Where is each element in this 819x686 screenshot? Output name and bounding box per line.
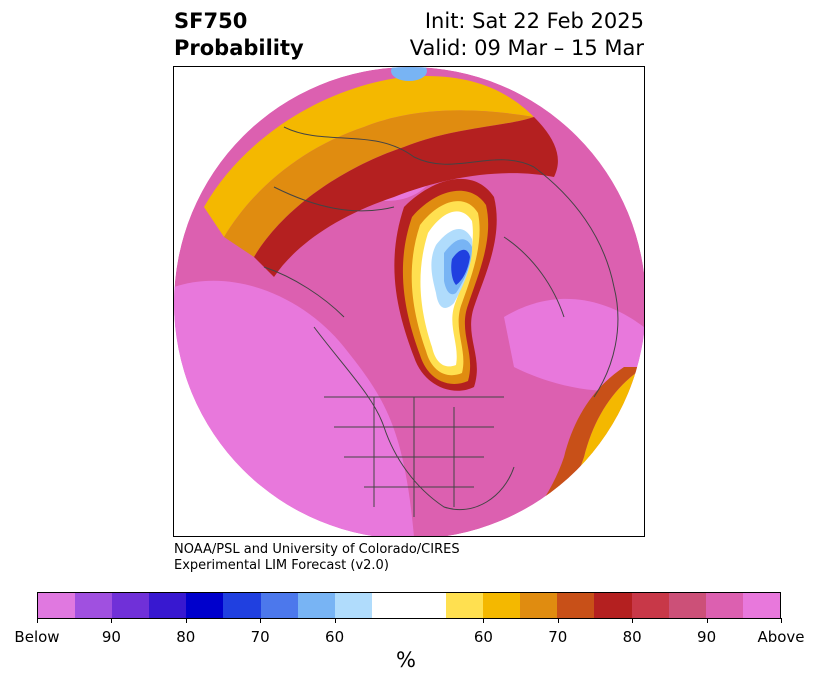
colorbar-tick-label: 60 — [325, 628, 345, 646]
colorbar-tick-mark — [483, 618, 485, 623]
colorbar-tick-mark — [260, 618, 262, 623]
colorbar-segment — [557, 593, 595, 618]
top-blue-spot — [391, 67, 427, 81]
colorbar-tick-mark — [557, 618, 559, 623]
arctic-dark-blue-core — [451, 249, 470, 285]
colorbar-segment — [223, 593, 261, 618]
colorbar-tick-mark — [706, 618, 708, 623]
product-name: Probability — [174, 36, 304, 60]
colorbar-segment — [75, 593, 113, 618]
colorbar-tick-label: 80 — [622, 628, 642, 646]
colorbar-tick-label: 80 — [176, 628, 196, 646]
colorbar-tick-mark — [334, 618, 336, 623]
colorbar-tick-mark — [37, 618, 38, 623]
colorbar-tick-mark — [632, 618, 634, 623]
colorbar-segment — [705, 593, 743, 618]
colorbar-segment — [520, 593, 558, 618]
map-panel — [173, 66, 645, 537]
colorbar-segment — [446, 593, 484, 618]
atlantic-orange-band — [514, 367, 644, 536]
colorbar-segment — [742, 593, 780, 618]
colorbar-segment — [334, 593, 372, 618]
colorbar-segment — [112, 593, 150, 618]
eastasia-red-band — [254, 117, 558, 277]
eastasia-orange-band — [224, 110, 534, 257]
colorbar-unit-label: % — [396, 648, 416, 672]
init-date: Init: Sat 22 Feb 2025 — [424, 9, 644, 33]
colorbar-segment — [668, 593, 706, 618]
probability-map — [174, 67, 644, 536]
colorbar-segment — [594, 593, 632, 618]
colorbar-segment — [297, 593, 335, 618]
colorbar-tick-label: 90 — [697, 628, 717, 646]
colorbar-tick-mark — [781, 618, 782, 623]
chart-title-right: Init: Sat 22 Feb 2025 Valid: 09 Mar – 15… — [410, 8, 644, 62]
colorbar-tick-label: 70 — [548, 628, 568, 646]
eastasia-gold-band — [204, 76, 534, 238]
colorbar-segment — [260, 593, 298, 618]
colorbar-tick-label: 70 — [250, 628, 270, 646]
chart-title-left: SF750 Probability — [174, 8, 304, 62]
credit-line-1: NOAA/PSL and University of Colorado/CIRE… — [174, 542, 460, 557]
colorbar-tick-label: Below — [14, 628, 60, 646]
credit-line-2: Experimental LIM Forecast (v2.0) — [174, 558, 389, 573]
colorbar-segment — [631, 593, 669, 618]
colorbar-segment — [371, 593, 447, 618]
colorbar-segment — [483, 593, 521, 618]
colorbar-tick-mark — [111, 618, 113, 623]
valid-range: Valid: 09 Mar – 15 Mar — [409, 36, 644, 60]
colorbar-tick-label: 60 — [473, 628, 493, 646]
colorbar-segment — [186, 593, 224, 618]
colorbar-tick-mark — [185, 618, 187, 623]
colorbar-segment — [38, 593, 76, 618]
coastlines — [263, 126, 619, 517]
colorbar — [37, 592, 781, 619]
colorbar-segment — [149, 593, 187, 618]
colorbar-tick-label: 90 — [101, 628, 121, 646]
variable-name: SF750 — [174, 9, 248, 33]
colorbar-tick-label: Above — [757, 628, 805, 646]
credit-text: NOAA/PSL and University of Colorado/CIRE… — [174, 542, 460, 574]
